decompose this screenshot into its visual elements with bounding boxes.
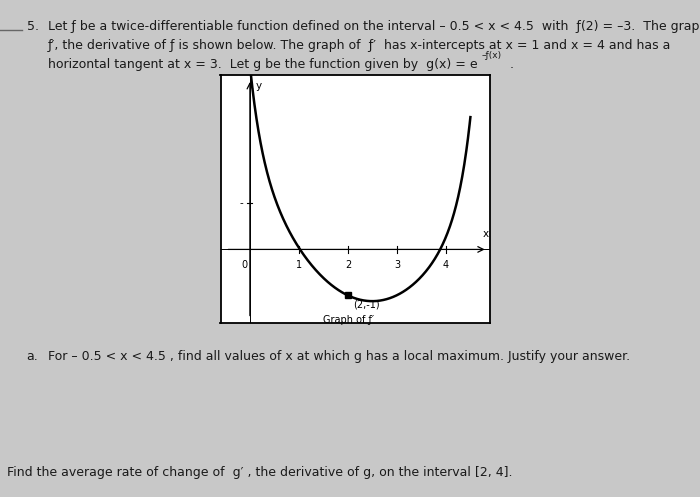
Text: a.: a. [27, 350, 38, 363]
Text: For – 0.5 < x < 4.5 , find all values of x at which g has a local maximum. Justi: For – 0.5 < x < 4.5 , find all values of… [48, 350, 630, 363]
Text: (2,-1): (2,-1) [353, 299, 379, 309]
Text: –ƒ(x): –ƒ(x) [482, 51, 502, 60]
Text: 4: 4 [443, 259, 449, 269]
Text: 5.: 5. [27, 20, 38, 33]
Text: 2: 2 [345, 259, 351, 269]
Text: 3: 3 [394, 259, 400, 269]
Text: Graph of ƒ′: Graph of ƒ′ [323, 315, 375, 325]
Text: 0: 0 [241, 259, 247, 269]
Text: 1: 1 [296, 259, 302, 269]
Text: y: y [256, 82, 262, 91]
Text: -: - [239, 198, 243, 208]
Text: x: x [483, 229, 489, 239]
Text: Find the average rate of change of  g′ , the derivative of g, on the interval [2: Find the average rate of change of g′ , … [7, 466, 512, 479]
Text: horizontal tangent at x = 3.  Let g be the function given by  g(x) = e: horizontal tangent at x = 3. Let g be th… [48, 58, 477, 71]
Text: ƒ′, the derivative of ƒ is shown below. The graph of  ƒ′  has x-intercepts at x : ƒ′, the derivative of ƒ is shown below. … [48, 39, 671, 52]
Text: .: . [510, 58, 514, 71]
Text: Let ƒ be a twice-differentiable function defined on the interval – 0.5 < x < 4.5: Let ƒ be a twice-differentiable function… [48, 20, 700, 33]
